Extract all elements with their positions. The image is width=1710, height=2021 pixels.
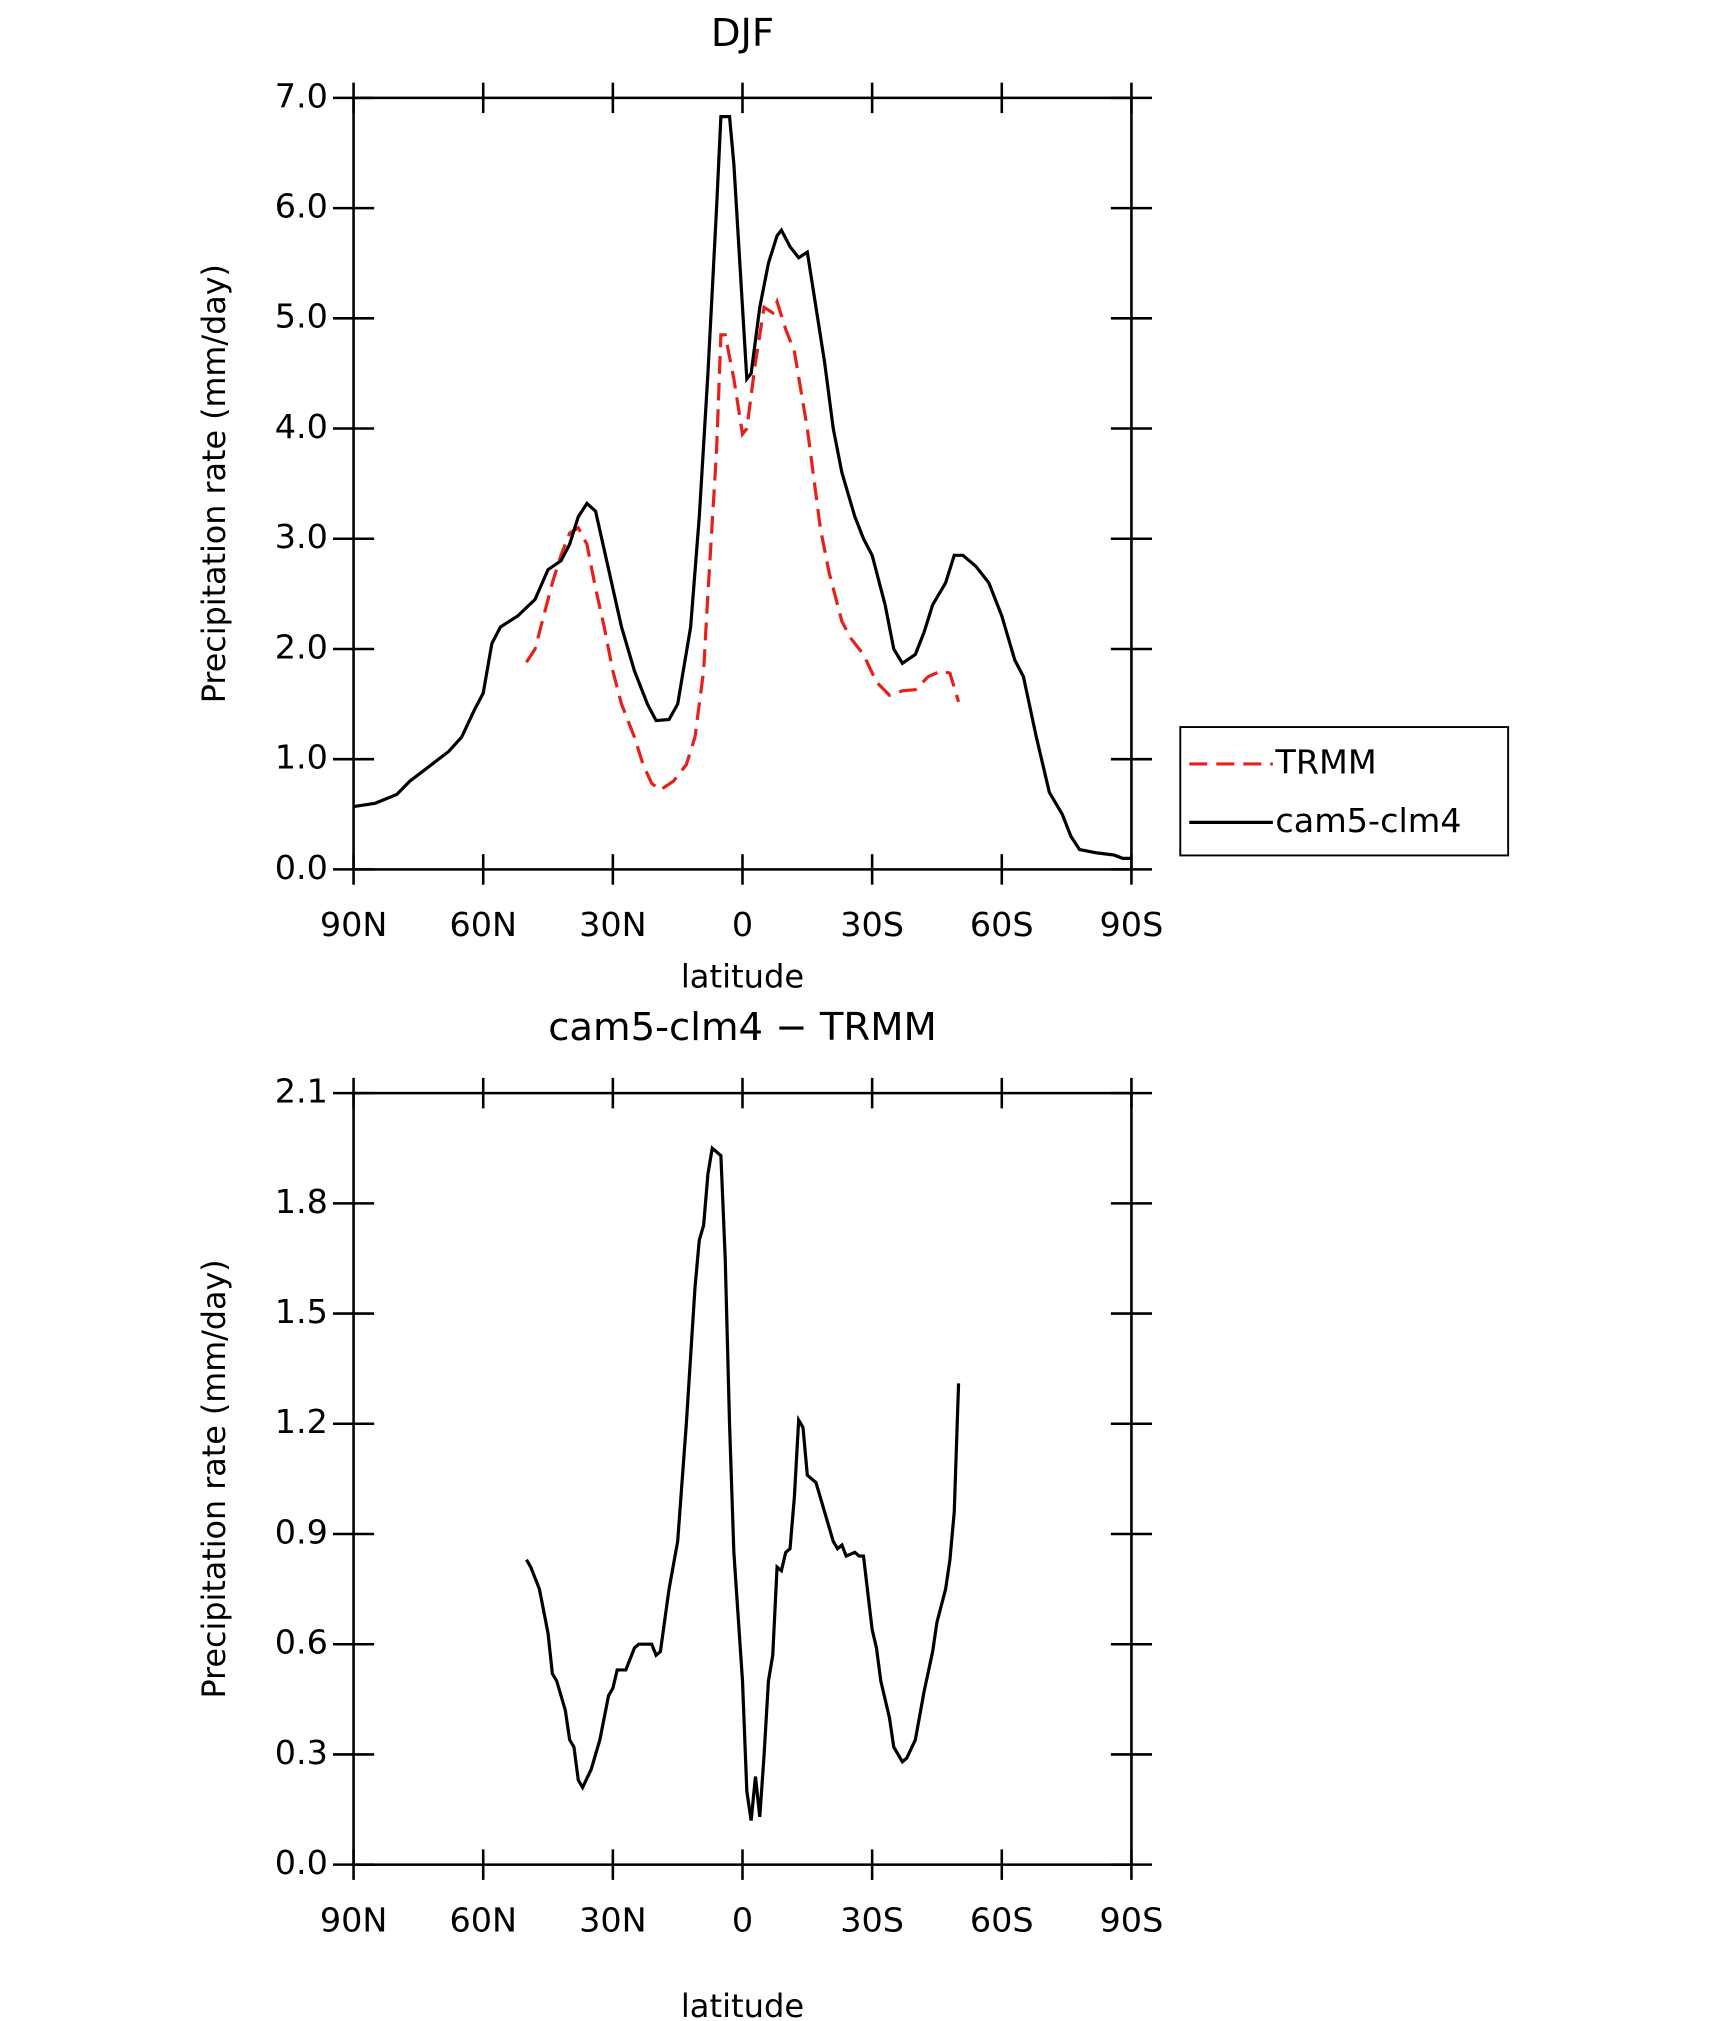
y-tick-label: 7.0	[275, 76, 328, 115]
x-tick-label: 90N	[320, 905, 388, 944]
y-tick-label: 5.0	[275, 297, 328, 336]
x-tick-label: 0	[732, 1900, 753, 1939]
y-tick-label: 1.8	[275, 1182, 328, 1221]
y-tick-label: 0.0	[275, 848, 328, 887]
x-tick-label: 90N	[320, 1900, 388, 1939]
y-tick-label: 0.0	[275, 1843, 328, 1882]
chart-title: DJF	[711, 11, 774, 56]
data-line	[525, 1145, 961, 1821]
x-axis-label: latitude	[681, 958, 804, 996]
x-tick-label: 30S	[840, 905, 904, 944]
legend-box	[1179, 726, 1510, 857]
y-axis-label: Precipitation rate (mm/day)	[195, 264, 233, 703]
chart-title: cam5-clm4 − TRMM	[548, 1005, 937, 1050]
plot-frame	[352, 96, 1133, 871]
y-tick-label: 0.3	[275, 1733, 328, 1772]
y-tick-label: 6.0	[275, 187, 328, 226]
y-axis-label: Precipitation rate (mm/day)	[195, 1259, 233, 1698]
x-tick-label: 60N	[449, 1900, 517, 1939]
x-axis-label: latitude	[681, 1987, 804, 2021]
x-tick-label: 30S	[840, 1900, 904, 1939]
y-tick-label: 1.2	[275, 1402, 328, 1441]
plot-frame	[352, 1091, 1133, 1866]
y-tick-label: 0.6	[275, 1623, 328, 1662]
legend-label: cam5-clm4	[1275, 801, 1461, 840]
x-tick-label: 90S	[1100, 1900, 1164, 1939]
data-line	[353, 115, 1132, 860]
y-tick-label: 2.0	[275, 628, 328, 667]
y-tick-label: 1.0	[275, 738, 328, 777]
data-line	[525, 296, 961, 793]
x-tick-label: 30N	[579, 1900, 647, 1939]
y-tick-label: 2.1	[275, 1072, 328, 1111]
x-tick-label: 60S	[970, 905, 1034, 944]
x-tick-label: 90S	[1100, 905, 1164, 944]
y-tick-label: 4.0	[275, 407, 328, 446]
x-tick-label: 60N	[449, 905, 517, 944]
legend-label: TRMM	[1274, 743, 1376, 782]
y-tick-label: 0.9	[275, 1513, 328, 1552]
x-tick-label: 30N	[579, 905, 647, 944]
x-tick-label: 0	[732, 905, 753, 944]
y-tick-label: 1.5	[275, 1292, 328, 1331]
x-tick-label: 60S	[970, 1900, 1034, 1939]
y-tick-label: 3.0	[275, 517, 328, 556]
